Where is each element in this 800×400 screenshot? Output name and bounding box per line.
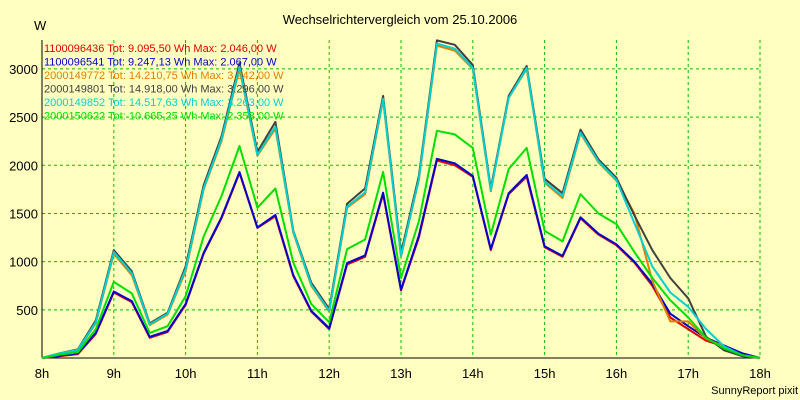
x-tick-label: 14h <box>462 366 484 381</box>
x-tick-label: 11h <box>247 366 268 381</box>
legend-entry-3: 2000149772 Tot: 14.210,75 Wh Max: 3.242,… <box>44 70 284 82</box>
legend-entry-2: 1100096541 Tot: 9.247,13 Wh Max: 2.067,0… <box>44 57 277 69</box>
chart-title: Wechselrichtervergleich vom 25.10.2006 <box>283 12 518 27</box>
legend-entry-1: 1100096436 Tot: 9.095,50 Wh Max: 2.046,0… <box>44 43 277 55</box>
y-tick-label: 500 <box>16 303 38 318</box>
series-line-5 <box>41 42 761 359</box>
legend-entry-4: 2000149801 Tot: 14.918,00 Wh Max: 3.296,… <box>44 84 284 96</box>
x-tick-label: 18h <box>749 366 771 381</box>
x-tick-label: 16h <box>606 366 628 381</box>
x-tick-label: 15h <box>534 366 556 381</box>
series-line-6 <box>41 129 761 359</box>
y-tick-label: 1500 <box>9 206 38 221</box>
y-tick-label: 2500 <box>9 110 38 125</box>
y-axis-label: W <box>34 18 47 33</box>
legend-entry-6: 2000150622 Tot: 10.665,25 Wh Max: 2.358,… <box>44 111 284 123</box>
legend-entry-5: 2000149852 Tot: 14.517,63 Wh Max: 3.263,… <box>44 97 284 109</box>
chart-credit: SunnyReport pixit <box>711 385 798 397</box>
series-line-2 <box>41 157 761 359</box>
x-tick-label: 17h <box>677 366 699 381</box>
y-tick-label: 1000 <box>9 255 38 270</box>
x-tick-label: 9h <box>107 366 121 381</box>
x-tick-label: 13h <box>390 366 412 381</box>
y-tick-label: 3000 <box>9 62 38 77</box>
x-tick-label: 12h <box>318 366 340 381</box>
x-tick-label: 10h <box>175 366 197 381</box>
x-tick-label: 8h <box>35 366 49 381</box>
y-tick-label: 2000 <box>9 158 38 173</box>
